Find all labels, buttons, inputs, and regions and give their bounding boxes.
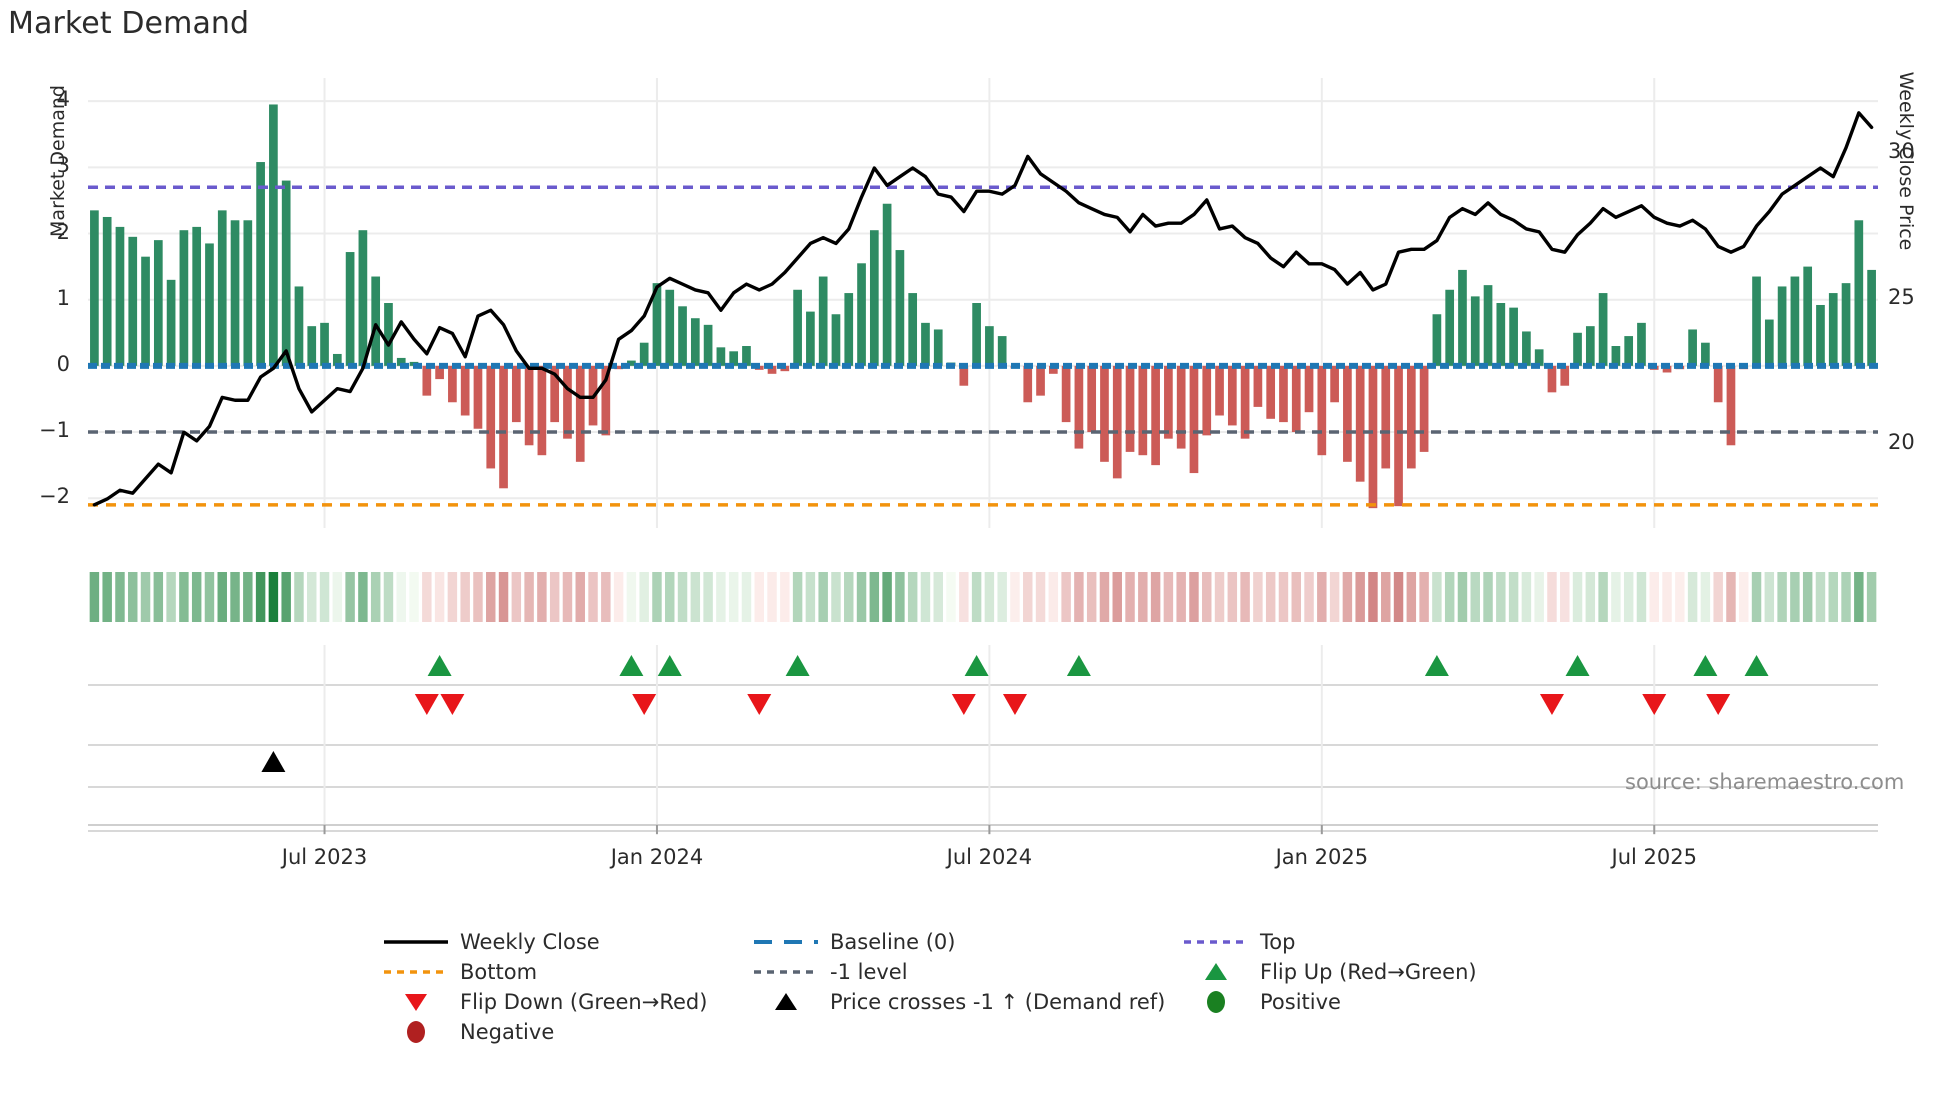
legend-label: Positive [1260,990,1341,1014]
x-axis-tick: Jan 2025 [1275,845,1369,869]
dotted-line-icon [1180,930,1252,954]
triangle-up-icon [750,990,822,1014]
y-axis-right-tick: 30 [1888,139,1915,164]
legend-label: Bottom [460,960,538,984]
dotted-line-icon [380,960,452,984]
source-attribution: source: sharemaestro.com [1625,770,1905,794]
x-axis-line [88,824,1878,834]
x-axis-tick: Jul 2023 [281,845,368,869]
y-axis-right-tick: 20 [1888,429,1915,454]
legend-label: Weekly Close [460,930,600,954]
x-axis-tick: Jul 2024 [946,845,1033,869]
legend-label: Negative [460,1020,555,1044]
y-axis-left-tick: −2 [39,484,70,509]
signal-marker-rows [88,645,1878,835]
chart-legend: Weekly Close Bottom Flip Down (Green→Red) N… [380,930,1640,1090]
legend-label: Flip Up (Red→Green) [1260,960,1477,984]
y-axis-left-tick: 4 [56,87,70,112]
triangle-down-icon [380,990,452,1014]
circle-icon [380,1020,452,1044]
circle-icon [1180,990,1252,1014]
solid-line-icon [380,930,452,954]
x-axis-tick: Jan 2024 [610,845,704,869]
y-axis-left-tick: 1 [56,285,70,310]
demand-intensity-strip [89,572,1877,622]
legend-label: Top [1260,930,1296,954]
main-plot-area [88,78,1878,528]
dotted-line-icon [750,960,822,984]
legend-label: Flip Down (Green→Red) [460,990,708,1014]
y-axis-left-tick: 0 [56,351,70,376]
legend-label: Baseline (0) [830,930,956,954]
y-axis-left-tick: −1 [39,418,70,443]
x-axis-tick: Jul 2025 [1611,845,1697,869]
legend-label: -1 level [830,960,908,984]
page-title: Market Demand [8,6,250,41]
dashed-line-icon [750,930,822,954]
y-axis-left-tick: 2 [56,219,70,244]
triangle-up-icon [1180,960,1252,984]
y-axis-right-tick: 25 [1888,284,1915,309]
y-axis-left-tick: 3 [56,153,70,178]
legend-label: Price crosses -1 ↑ (Demand ref) [830,990,1166,1014]
